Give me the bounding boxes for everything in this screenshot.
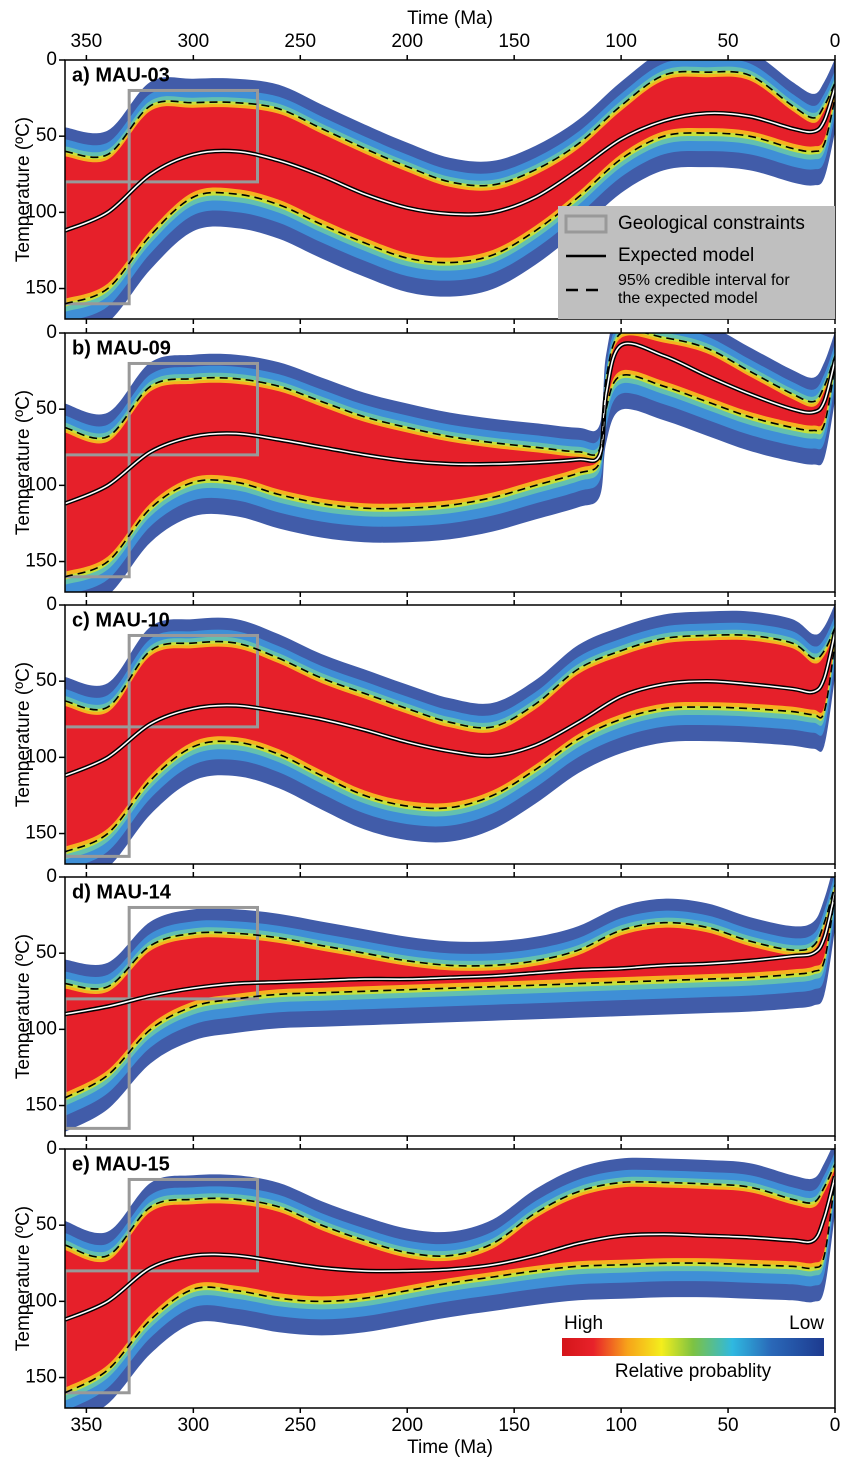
y-tick-label: 0 [46,866,57,887]
y-tick-label: 0 [46,49,57,70]
x-tick-label: 150 [498,1415,530,1436]
y-tick-label: 150 [25,278,57,299]
frame [64,876,836,1137]
credible-interval-line [65,1179,835,1394]
constraint-box [127,905,259,1001]
x-tick-label: 0 [830,1415,841,1436]
y-tick-label: 100 [25,746,57,767]
legend-label: Expected model [618,245,754,266]
credible-interval-line [65,70,835,187]
x-axis-title: Time (Ma) [407,8,493,29]
y-tick-label: 0 [46,322,57,343]
frame [64,604,836,865]
x-tick-label: 200 [391,1415,423,1436]
colorbar [562,1338,824,1356]
y-tick-label: 150 [25,1095,57,1116]
y-axis-title: Temperature (ºC) [13,117,34,262]
frame [64,1148,836,1409]
constraint-box [127,361,259,457]
x-tick-label: 200 [391,31,423,52]
x-tick-label: 300 [177,31,209,52]
x-tick-label: 0 [830,31,841,52]
expected-model-line [65,342,835,505]
expected-model-line [65,632,835,777]
colorbar-high: High [564,1313,603,1334]
x-tick-label: 100 [605,1415,637,1436]
credible-interval-line [65,97,835,305]
y-tick-label: 100 [25,474,57,495]
panel-title: a) MAU-03 [72,64,170,86]
y-tick-label: 150 [25,1367,57,1388]
credible-interval-line [65,366,835,578]
y-axis-title: Temperature (ºC) [13,1206,34,1351]
expected-model-line [65,892,835,1015]
constraint-box [65,180,131,306]
plot-area [65,60,835,319]
y-tick-label: 50 [36,125,57,146]
constraint-box [65,453,131,579]
legend-label-box: 95% credible interval for the expected m… [618,272,790,307]
plot-area [65,1149,835,1408]
plot-area [65,333,835,592]
credible-interval-line [65,642,835,853]
legend-label: Geological constraints [618,213,805,234]
y-tick-label: 100 [25,1018,57,1039]
expected-model-line [65,1176,835,1321]
x-tick-label: 300 [177,1415,209,1436]
y-axis-title: Temperature (ºC) [13,390,34,535]
plot-area [65,605,835,864]
legend-box [558,206,835,319]
y-axis-title: Temperature (ºC) [13,662,34,807]
credible-interval-line [65,884,835,990]
y-tick-label: 50 [36,398,57,419]
credible-interval-line [65,895,835,1099]
y-tick-label: 0 [46,1138,57,1159]
x-tick-label: 100 [605,31,637,52]
x-tick-label: 350 [71,1415,103,1436]
frame [64,332,836,593]
x-tick-label: 250 [284,1415,316,1436]
y-tick-label: 0 [46,594,57,615]
expected-model-line [65,87,835,232]
panel-title: b) MAU-09 [72,337,171,359]
panel-title: c) MAU-10 [72,609,170,631]
x-tick-label: 50 [717,31,738,52]
y-tick-label: 100 [25,1290,57,1311]
panel-title: d) MAU-14 [72,881,172,903]
y-axis-title: Temperature (ºC) [13,934,34,1079]
constraint-box [127,1177,259,1273]
x-tick-label: 350 [71,31,103,52]
x-tick-label: 250 [284,31,316,52]
constraint-box [65,997,131,1130]
constraint-box [65,1269,131,1395]
credible-interval-line [65,627,835,729]
legend-swatch [564,214,608,234]
colorbar-label: Relative probablity [615,1361,772,1382]
y-tick-label: 50 [36,670,57,691]
y-tick-label: 100 [25,201,57,222]
y-tick-label: 150 [25,551,57,572]
panel-title: e) MAU-15 [72,1153,170,1175]
constraint-box [65,725,131,858]
y-tick-label: 50 [36,942,57,963]
frame [64,59,836,320]
x-axis-title: Time (Ma) [407,1437,493,1458]
legend-label: 95% credible interval for the expected m… [618,272,790,307]
x-tick-label: 50 [717,1415,738,1436]
y-tick-label: 50 [36,1214,57,1235]
plot-area [65,877,835,1132]
colorbar-low: Low [789,1313,824,1334]
x-tick-label: 150 [498,31,530,52]
y-tick-label: 150 [25,823,57,844]
constraint-box [127,88,259,184]
credible-interval-line [65,333,835,456]
credible-interval-line [65,1163,835,1258]
